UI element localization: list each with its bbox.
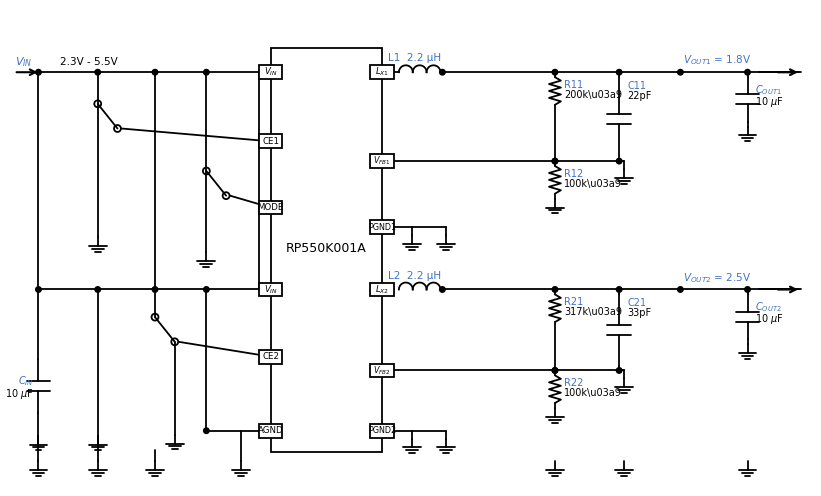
FancyBboxPatch shape: [271, 48, 382, 452]
Text: R11: R11: [564, 80, 583, 90]
Text: $V_{IN}$: $V_{IN}$: [15, 56, 32, 69]
Circle shape: [35, 287, 41, 292]
Circle shape: [553, 69, 557, 75]
Text: R21: R21: [564, 297, 583, 308]
Circle shape: [617, 287, 621, 292]
Text: L2  2.2 μH: L2 2.2 μH: [388, 271, 441, 281]
Circle shape: [553, 158, 557, 164]
Text: 2.3V - 5.5V: 2.3V - 5.5V: [60, 58, 118, 67]
Circle shape: [553, 368, 557, 373]
Circle shape: [152, 69, 158, 75]
Text: R12: R12: [564, 169, 583, 179]
Circle shape: [95, 287, 100, 292]
FancyBboxPatch shape: [259, 424, 282, 437]
FancyBboxPatch shape: [370, 283, 394, 297]
Text: $C_{IN}$: $C_{IN}$: [18, 374, 34, 388]
Text: $L_{X2}$: $L_{X2}$: [375, 283, 389, 296]
Circle shape: [617, 158, 621, 164]
Text: 100k\u03a9: 100k\u03a9: [564, 179, 621, 189]
Text: 10 $\mu$F: 10 $\mu$F: [755, 312, 784, 326]
Text: $V_{OUT1}$ = 1.8V: $V_{OUT1}$ = 1.8V: [683, 54, 751, 67]
Text: $C_{OUT1}$: $C_{OUT1}$: [755, 83, 782, 97]
Text: $V_{IN}$: $V_{IN}$: [264, 66, 277, 78]
Circle shape: [204, 428, 209, 434]
Circle shape: [152, 287, 158, 292]
Circle shape: [677, 69, 683, 75]
FancyBboxPatch shape: [370, 65, 394, 79]
Circle shape: [553, 368, 557, 373]
Text: 22pF: 22pF: [627, 91, 651, 101]
Circle shape: [439, 287, 445, 292]
Circle shape: [745, 287, 750, 292]
Text: $V_{FB1}$: $V_{FB1}$: [374, 155, 391, 167]
Circle shape: [204, 69, 209, 75]
Text: 100k\u03a9: 100k\u03a9: [564, 388, 621, 398]
Text: PGND1: PGND1: [368, 223, 396, 232]
Circle shape: [553, 287, 557, 292]
FancyBboxPatch shape: [259, 134, 282, 148]
FancyBboxPatch shape: [259, 65, 282, 79]
Text: 10 $\mu$F: 10 $\mu$F: [755, 95, 784, 109]
Circle shape: [617, 368, 621, 373]
Text: L1  2.2 μH: L1 2.2 μH: [388, 54, 441, 63]
Circle shape: [204, 287, 209, 292]
Text: CE1: CE1: [262, 137, 279, 146]
Text: C11: C11: [627, 81, 646, 91]
Text: RP550K001A: RP550K001A: [286, 242, 367, 254]
Text: 10 $\mu$F: 10 $\mu$F: [5, 387, 34, 401]
Text: 200k\u03a9: 200k\u03a9: [564, 90, 621, 100]
Text: R22: R22: [564, 378, 583, 388]
Text: 33pF: 33pF: [627, 308, 651, 318]
Circle shape: [745, 69, 750, 75]
Text: $V_{OUT2}$ = 2.5V: $V_{OUT2}$ = 2.5V: [683, 271, 751, 285]
Text: CE2: CE2: [262, 352, 279, 361]
Text: C21: C21: [627, 298, 646, 309]
Text: $L_{X1}$: $L_{X1}$: [375, 66, 389, 78]
FancyBboxPatch shape: [370, 424, 394, 437]
Text: $V_{IN}$: $V_{IN}$: [264, 283, 277, 296]
Text: $V_{FB2}$: $V_{FB2}$: [374, 364, 391, 376]
Circle shape: [677, 287, 683, 292]
Circle shape: [439, 69, 445, 75]
Text: MODE: MODE: [257, 203, 284, 212]
Circle shape: [617, 69, 621, 75]
Text: 317k\u03a9: 317k\u03a9: [564, 307, 621, 317]
FancyBboxPatch shape: [370, 364, 394, 377]
FancyBboxPatch shape: [259, 350, 282, 364]
Circle shape: [95, 69, 100, 75]
FancyBboxPatch shape: [259, 283, 282, 297]
Circle shape: [553, 158, 557, 164]
FancyBboxPatch shape: [370, 154, 394, 168]
Text: AGND: AGND: [258, 426, 283, 435]
Circle shape: [35, 69, 41, 75]
Text: $C_{OUT2}$: $C_{OUT2}$: [755, 301, 782, 314]
FancyBboxPatch shape: [259, 200, 282, 214]
FancyBboxPatch shape: [370, 220, 394, 234]
Text: PGND2: PGND2: [368, 426, 397, 435]
